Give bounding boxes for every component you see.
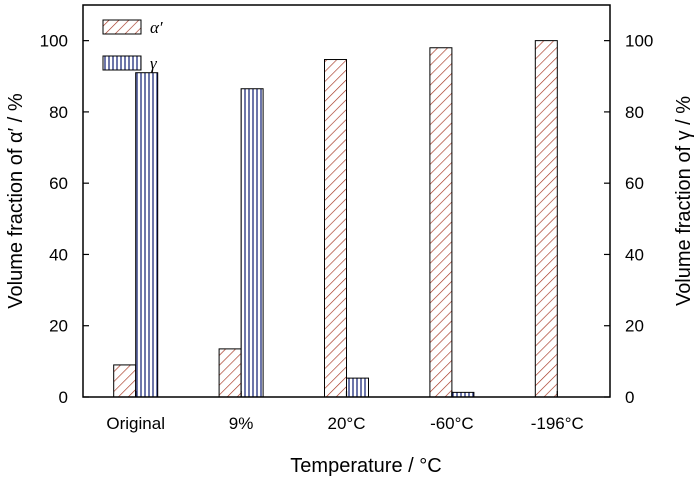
legend: α′ γ — [102, 18, 163, 73]
legend-swatch-gamma — [102, 55, 142, 71]
bar-alpha-0 — [113, 364, 137, 398]
legend-label-alpha: α′ — [150, 18, 163, 37]
right-tick-label-0: 0 — [625, 388, 634, 407]
x-tick-label-1: 9% — [229, 414, 254, 433]
ticks-layer: 0 0 20 20 40 40 60 60 80 80 100 100 Original 9% 20°C -6… — [40, 32, 654, 433]
right-axis-title: Volume fraction of γ / % — [673, 96, 695, 306]
x-tick-label-0: Original — [106, 414, 165, 433]
left-tick-label-2: 40 — [49, 245, 68, 264]
left-tick-label-4: 80 — [49, 103, 68, 122]
legend-swatch-alpha — [102, 19, 142, 35]
bar-gamma-2 — [346, 377, 369, 398]
right-tick-label-5: 100 — [625, 32, 653, 51]
x-axis-title: Temperature / °C — [290, 455, 441, 477]
x-tick-label-2: 20°C — [328, 414, 366, 433]
bars-layer — [113, 40, 558, 398]
bar-gamma-1 — [240, 88, 264, 398]
legend-label-gamma: γ — [150, 54, 158, 73]
left-tick-label-0: 0 — [59, 388, 68, 407]
bar-gamma-0 — [135, 72, 159, 398]
left-tick-label-1: 20 — [49, 317, 68, 336]
bar-alpha-4 — [534, 40, 558, 398]
left-tick-label-3: 60 — [49, 174, 68, 193]
x-tick-label-3: -60°C — [430, 414, 474, 433]
right-tick-label-3: 60 — [625, 174, 644, 193]
right-tick-label-2: 40 — [625, 245, 644, 264]
right-tick-label-1: 20 — [625, 317, 644, 336]
bar-alpha-3 — [429, 47, 453, 398]
bar-alpha-2 — [324, 59, 347, 398]
left-axis-title: Volume fraction of α′ / % — [5, 93, 27, 309]
bar-alpha-1 — [218, 348, 242, 398]
right-tick-label-4: 80 — [625, 103, 644, 122]
x-tick-label-4: -196°C — [531, 414, 584, 433]
left-tick-label-5: 100 — [40, 32, 68, 51]
